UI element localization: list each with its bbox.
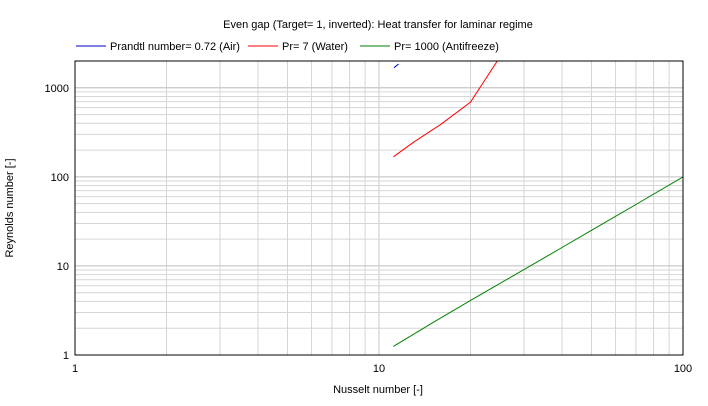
y-tick-label: 10 xyxy=(57,261,69,273)
x-axis-label: Nusselt number [-] xyxy=(333,384,423,396)
series-line-2 xyxy=(393,61,498,158)
series-group xyxy=(393,61,683,347)
legend-label: Prandtl number= 0.72 (Air) xyxy=(110,41,240,53)
legend: Prandtl number= 0.72 (Air) Pr= 7 (Water) P… xyxy=(76,41,499,53)
grid xyxy=(74,60,684,356)
y-axis-label: Reynolds number [-] xyxy=(4,158,16,257)
series-line-3 xyxy=(393,176,683,347)
y-tick-label: 1000 xyxy=(45,83,69,95)
chart-title: Even gap (Target= 1, inverted): Heat tra… xyxy=(223,19,533,31)
y-tick-label: 1 xyxy=(63,350,69,362)
x-tick-label: 1 xyxy=(72,363,78,375)
x-tick-label: 10 xyxy=(373,363,385,375)
legend-label: Pr= 1000 (Antifreeze) xyxy=(394,41,499,53)
plot-frame xyxy=(74,60,684,356)
tick-labels: 1 10 100 1 10 100 1000 xyxy=(45,83,693,375)
legend-item: Pr= 1000 (Antifreeze) xyxy=(360,41,499,53)
legend-label: Pr= 7 (Water) xyxy=(282,41,348,53)
y-tick-label: 100 xyxy=(51,172,69,184)
legend-item: Pr= 7 (Water) xyxy=(248,41,348,53)
series-line-1 xyxy=(393,63,399,69)
legend-item: Prandtl number= 0.72 (Air) xyxy=(76,41,240,53)
x-tick-label: 100 xyxy=(674,363,692,375)
